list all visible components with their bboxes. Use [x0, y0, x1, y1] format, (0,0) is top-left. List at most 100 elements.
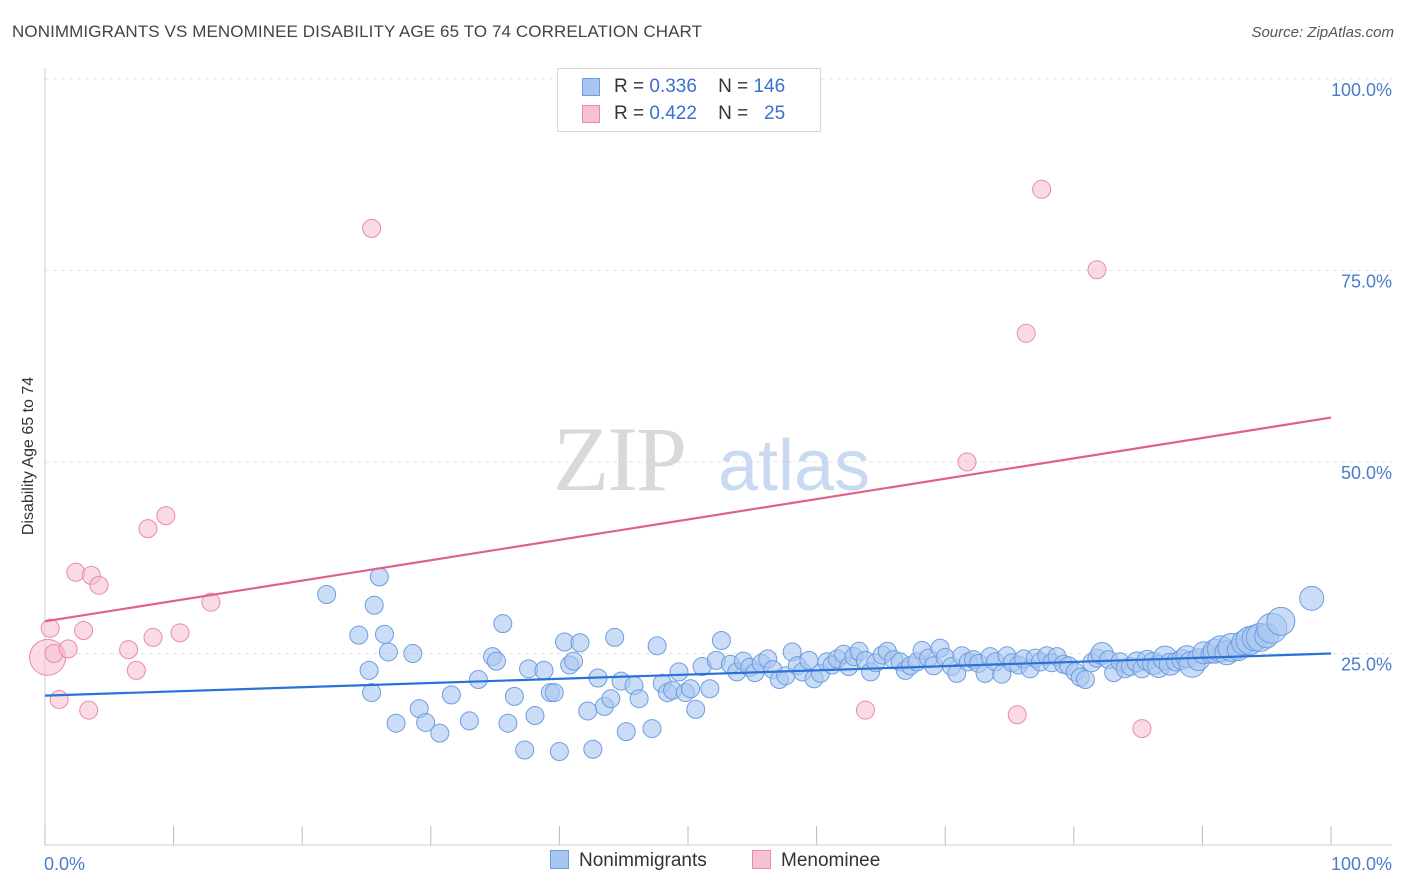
- point-nonimmigrants-30: [564, 651, 584, 671]
- legend-n-value: 146: [753, 76, 786, 97]
- point-nonimmigrants-12: [430, 723, 450, 743]
- point-menominee-11: [126, 660, 146, 680]
- axes: [44, 68, 1392, 846]
- point-nonimmigrants-0: [317, 585, 337, 605]
- point-nonimmigrants-32: [578, 701, 598, 721]
- point-nonimmigrants-49: [681, 679, 701, 699]
- point-menominee-17: [362, 218, 382, 238]
- y-axis-label: Disability Age 65 to 74: [20, 377, 37, 535]
- point-nonimmigrants-4: [359, 660, 379, 680]
- point-nonimmigrants-19: [498, 713, 518, 733]
- point-menominee-7: [79, 700, 99, 720]
- legend-r-label: R =: [614, 103, 645, 124]
- point-nonimmigrants-9: [403, 644, 423, 663]
- point-menominee-6: [74, 621, 94, 641]
- point-nonimmigrants-18: [493, 614, 513, 634]
- bottom-legend-label-nonimmigrants: Nonimmigrants: [579, 850, 707, 871]
- point-nonimmigrants-117: [1075, 670, 1095, 690]
- point-nonimmigrants-33: [583, 739, 603, 759]
- point-nonimmigrants-94: [947, 663, 967, 683]
- point-menominee-13: [143, 627, 163, 647]
- point-menominee-22: [1032, 179, 1052, 199]
- point-nonimmigrants-152: [1299, 585, 1325, 611]
- legend-n-label: N =: [718, 103, 749, 124]
- y-tick-label-3: 100.0%: [1331, 80, 1392, 100]
- bottom-legend-swatch-nonimmigrants: [550, 850, 569, 869]
- point-nonimmigrants-14: [459, 711, 479, 731]
- point-nonimmigrants-54: [711, 630, 731, 650]
- bottom-legend-nonimmigrants: Nonimmigrants: [550, 850, 707, 872]
- point-menominee-21: [1016, 323, 1036, 343]
- point-menominee-9: [89, 575, 109, 595]
- point-nonimmigrants-31: [570, 633, 590, 653]
- point-nonimmigrants-39: [616, 722, 636, 742]
- point-menominee-18: [855, 700, 875, 720]
- chart-title: NONIMMIGRANTS VS MENOMINEE DISABILITY AG…: [12, 22, 703, 41]
- point-nonimmigrants-20: [504, 686, 524, 706]
- point-nonimmigrants-47: [669, 662, 689, 682]
- point-nonimmigrants-36: [601, 689, 621, 709]
- point-nonimmigrants-50: [686, 699, 706, 719]
- point-menominee-14: [156, 506, 176, 526]
- point-nonimmigrants-7: [378, 642, 398, 662]
- point-menominee-23: [1087, 260, 1107, 280]
- point-menominee-4: [58, 639, 78, 659]
- point-menominee-3: [49, 689, 69, 709]
- point-nonimmigrants-41: [629, 689, 649, 709]
- correlation-legend: R = 0.336 N = 146 R = 0.422 N = 25: [557, 68, 821, 132]
- point-nonimmigrants-6: [375, 624, 395, 644]
- point-nonimmigrants-37: [605, 627, 625, 647]
- point-nonimmigrants-27: [549, 742, 569, 762]
- y-tick-labels: 25.0% 50.0% 75.0% 100.0%: [1331, 80, 1392, 675]
- grid-lines: [45, 78, 1392, 654]
- point-menominee-19: [957, 452, 977, 472]
- point-nonimmigrants-15: [468, 670, 488, 690]
- legend-r-label: R =: [614, 76, 645, 97]
- point-nonimmigrants-24: [534, 660, 554, 680]
- watermark: ZIP atlas: [553, 408, 870, 510]
- point-menominee-12: [138, 519, 158, 539]
- x-tick-labels: 0.0% 100.0%: [44, 854, 1392, 874]
- legend-n-label: N =: [718, 76, 749, 97]
- legend-swatch-menominee: [582, 105, 600, 123]
- point-menominee-16: [201, 592, 221, 612]
- point-nonimmigrants-42: [642, 719, 662, 739]
- point-nonimmigrants-151: [1266, 606, 1296, 636]
- point-nonimmigrants-3: [369, 567, 389, 587]
- point-menominee-15: [170, 623, 190, 643]
- point-nonimmigrants-8: [386, 713, 406, 733]
- point-nonimmigrants-52: [700, 679, 720, 699]
- watermark-atlas: atlas: [718, 426, 870, 506]
- legend-r-value: 0.336: [649, 76, 697, 97]
- bottom-legend-swatch-menominee: [752, 850, 771, 869]
- legend-r-value: 0.422: [649, 103, 697, 124]
- trend-lines: [44, 416, 1332, 697]
- y-tick-label-0: 25.0%: [1341, 655, 1392, 675]
- y-tick-label-2: 75.0%: [1341, 272, 1392, 292]
- point-menominee-24: [1132, 719, 1152, 739]
- point-nonimmigrants-21: [515, 740, 535, 760]
- legend-swatch-nonimmigrants: [582, 78, 600, 96]
- point-nonimmigrants-43: [647, 636, 667, 656]
- trend-line-menominee: [44, 416, 1332, 623]
- point-nonimmigrants-17: [486, 651, 506, 671]
- trend-line-nonimmigrants: [44, 652, 1332, 697]
- point-nonimmigrants-13: [441, 685, 461, 705]
- source-label: Source: ZipAtlas.com: [1251, 24, 1394, 41]
- point-nonimmigrants-5: [362, 683, 382, 703]
- point-menominee-5: [66, 562, 86, 582]
- point-nonimmigrants-26: [544, 683, 564, 703]
- y-tick-label-1: 50.0%: [1341, 463, 1392, 483]
- point-nonimmigrants-2: [364, 595, 384, 615]
- x-tick-label-1: 100.0%: [1331, 854, 1392, 874]
- bottom-legend-menominee: Menominee: [752, 850, 880, 872]
- point-nonimmigrants-1: [349, 625, 369, 645]
- watermark-zip: ZIP: [553, 408, 685, 510]
- x-tick-label-0: 0.0%: [44, 854, 85, 874]
- point-menominee-20: [1007, 705, 1027, 725]
- point-menominee-1: [40, 618, 60, 638]
- point-nonimmigrants-11: [416, 712, 436, 732]
- point-menominee-10: [119, 640, 139, 660]
- legend-n-value: 25: [764, 103, 786, 124]
